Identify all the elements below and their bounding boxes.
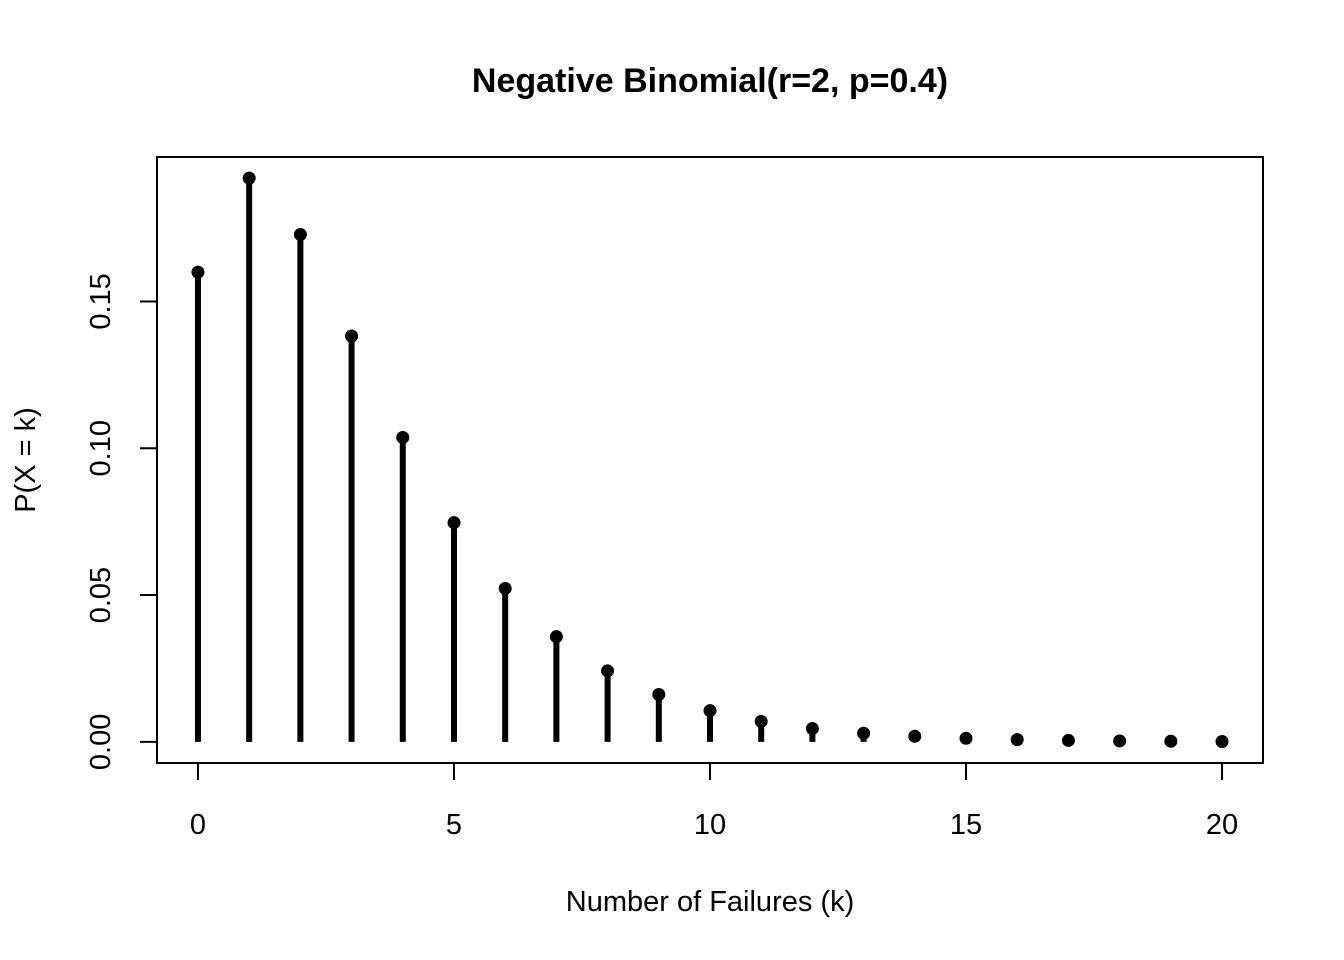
y-tick-label: 0.10: [85, 420, 117, 476]
point: [754, 714, 768, 728]
point: [242, 171, 256, 185]
x-tick-label: 15: [950, 809, 982, 841]
y-axis: 0.00 0.05 0.10 0.15: [85, 273, 158, 770]
point: [396, 430, 410, 444]
point: [703, 704, 717, 718]
point: [191, 265, 205, 279]
point: [345, 329, 359, 343]
point: [857, 726, 871, 740]
chart-title: Negative Binomial(r=2, p=0.4): [472, 62, 948, 100]
point: [959, 731, 973, 745]
point: [805, 722, 819, 736]
point: [1113, 734, 1127, 748]
y-tick-label: 0.00: [85, 714, 117, 770]
x-tick-label: 0: [190, 809, 206, 841]
point: [447, 516, 461, 530]
point: [1215, 735, 1229, 749]
x-tick-label: 5: [446, 809, 462, 841]
x-tick-label: 10: [694, 809, 726, 841]
x-tick-label: 20: [1206, 809, 1238, 841]
x-axis: 0 5 10 15 20: [190, 762, 1238, 841]
point: [1061, 733, 1075, 747]
data-marks: [191, 171, 1229, 749]
point: [652, 688, 666, 702]
point: [293, 228, 307, 242]
point: [1010, 733, 1024, 747]
point: [1164, 734, 1178, 748]
point: [601, 664, 615, 678]
x-axis-label: Number of Failures (k): [566, 886, 854, 918]
point: [549, 630, 563, 644]
plot-frame: [156, 156, 1264, 764]
y-tick-label: 0.15: [85, 273, 117, 329]
point: [498, 581, 512, 595]
y-tick-label: 0.05: [85, 567, 117, 623]
point: [908, 729, 922, 743]
y-axis-label: P(X = k): [10, 407, 42, 513]
